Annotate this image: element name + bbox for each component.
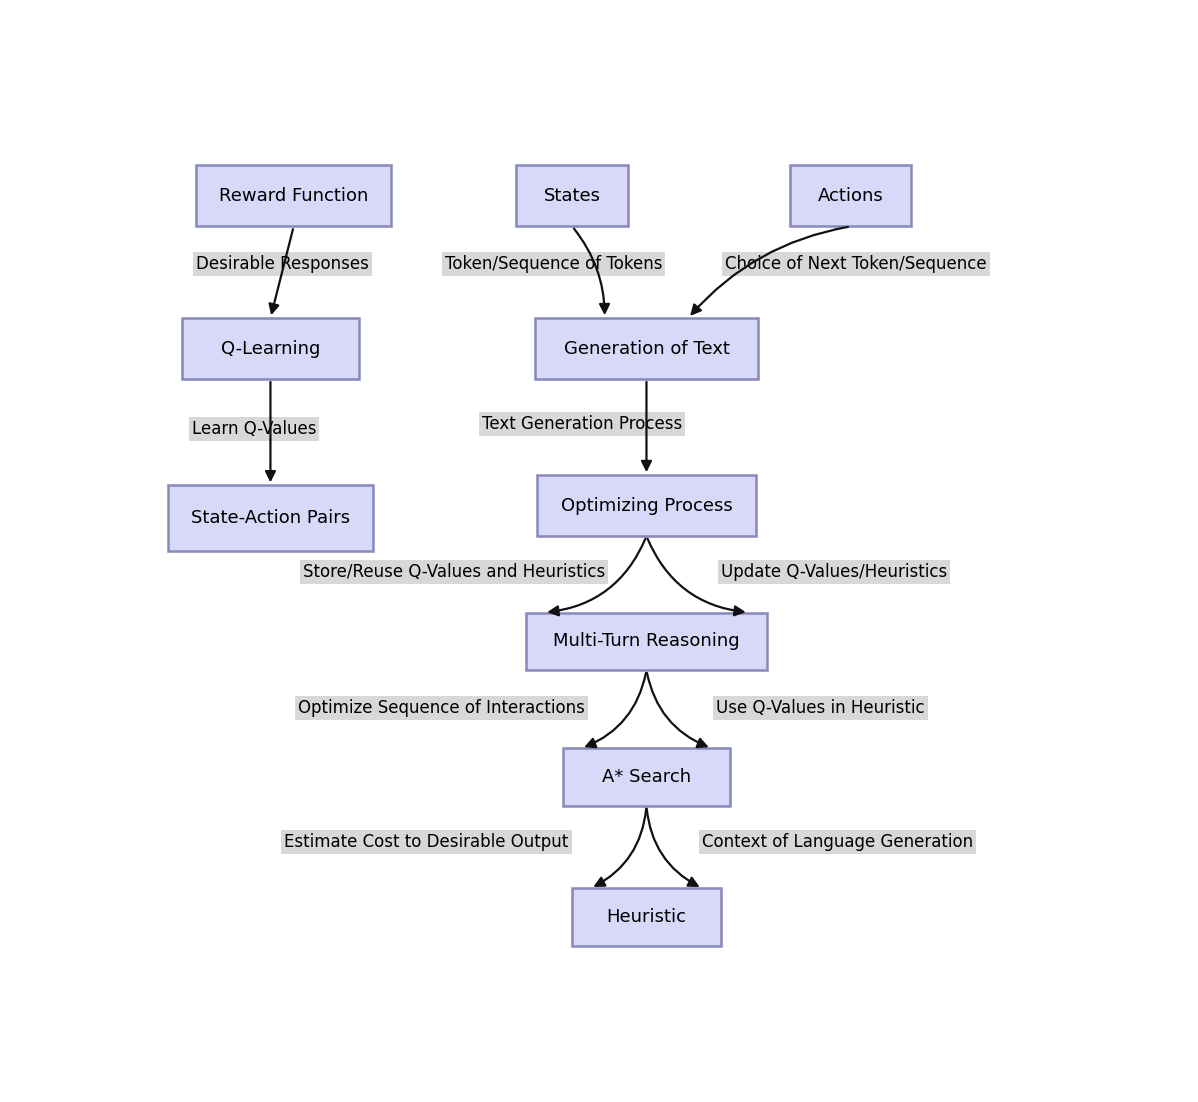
Text: Token/Sequence of Tokens: Token/Sequence of Tokens [444,255,662,273]
Text: Actions: Actions [818,187,884,205]
Text: Update Q-Values/Heuristics: Update Q-Values/Heuristics [721,563,946,581]
FancyBboxPatch shape [536,318,758,379]
FancyBboxPatch shape [516,165,628,226]
Text: Choice of Next Token/Sequence: Choice of Next Token/Sequence [726,255,987,273]
Text: Optimizing Process: Optimizing Process [561,497,732,515]
FancyBboxPatch shape [538,475,756,537]
Text: States: States [544,187,600,205]
Text: Store/Reuse Q-Values and Heuristics: Store/Reuse Q-Values and Heuristics [303,563,605,581]
Text: Optimize Sequence of Interactions: Optimize Sequence of Interactions [298,699,585,716]
Text: Estimate Cost to Desirable Output: Estimate Cost to Desirable Output [284,833,569,852]
FancyBboxPatch shape [573,888,721,946]
Text: Context of Language Generation: Context of Language Generation [702,833,973,852]
FancyBboxPatch shape [196,165,392,226]
Text: Use Q-Values in Heuristic: Use Q-Values in Heuristic [716,699,925,716]
FancyBboxPatch shape [563,748,730,806]
Text: Reward Function: Reward Function [219,187,368,205]
Text: Text Generation Process: Text Generation Process [482,415,683,433]
Text: A* Search: A* Search [601,768,691,786]
FancyBboxPatch shape [168,485,373,551]
Text: Multi-Turn Reasoning: Multi-Turn Reasoning [553,633,740,650]
FancyBboxPatch shape [791,165,910,226]
FancyBboxPatch shape [526,613,767,670]
Text: State-Action Pairs: State-Action Pairs [190,509,350,528]
Text: Learn Q-Values: Learn Q-Values [192,420,316,439]
FancyBboxPatch shape [182,318,358,379]
Text: Q-Learning: Q-Learning [220,339,320,358]
Text: Desirable Responses: Desirable Responses [196,255,369,273]
Text: Heuristic: Heuristic [606,908,686,926]
Text: Generation of Text: Generation of Text [563,339,730,358]
